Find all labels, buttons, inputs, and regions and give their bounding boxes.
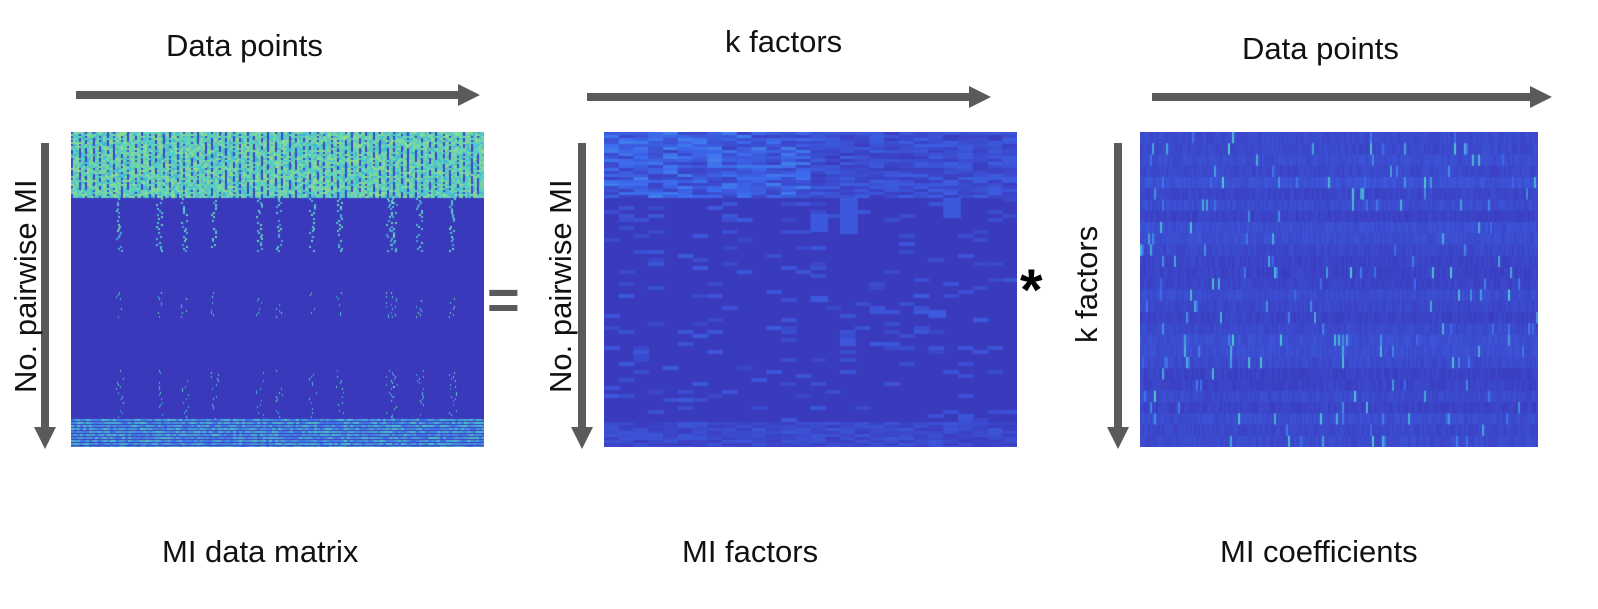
top-label-data-points: Data points [1242,31,1399,66]
horizontal-arrow [587,86,991,108]
side-label-pairwise-mi: No. pairwise MI [543,179,578,393]
caption-mi-factors: MI factors [682,534,819,569]
multiply-sign: * [1020,258,1043,323]
heatmap-mi-coefficients [1140,132,1538,447]
vertical-arrow [571,143,593,449]
horizontal-arrow [1152,86,1552,108]
side-label-k-factors: k factors [1069,225,1104,343]
vertical-arrow [1107,143,1129,449]
heatmap-mi-factors [604,132,1017,447]
equals-sign: = [487,268,520,331]
top-label-data-points: Data points [166,28,323,63]
heatmap-mi-data-matrix [71,132,484,447]
caption-mi-coefficients: MI coefficients [1220,534,1418,569]
caption-mi-data-matrix: MI data matrix [162,534,359,569]
top-label-k-factors: k factors [725,24,843,59]
side-label-pairwise-mi: No. pairwise MI [8,179,43,393]
horizontal-arrow [76,84,480,106]
vertical-arrow [34,143,56,449]
